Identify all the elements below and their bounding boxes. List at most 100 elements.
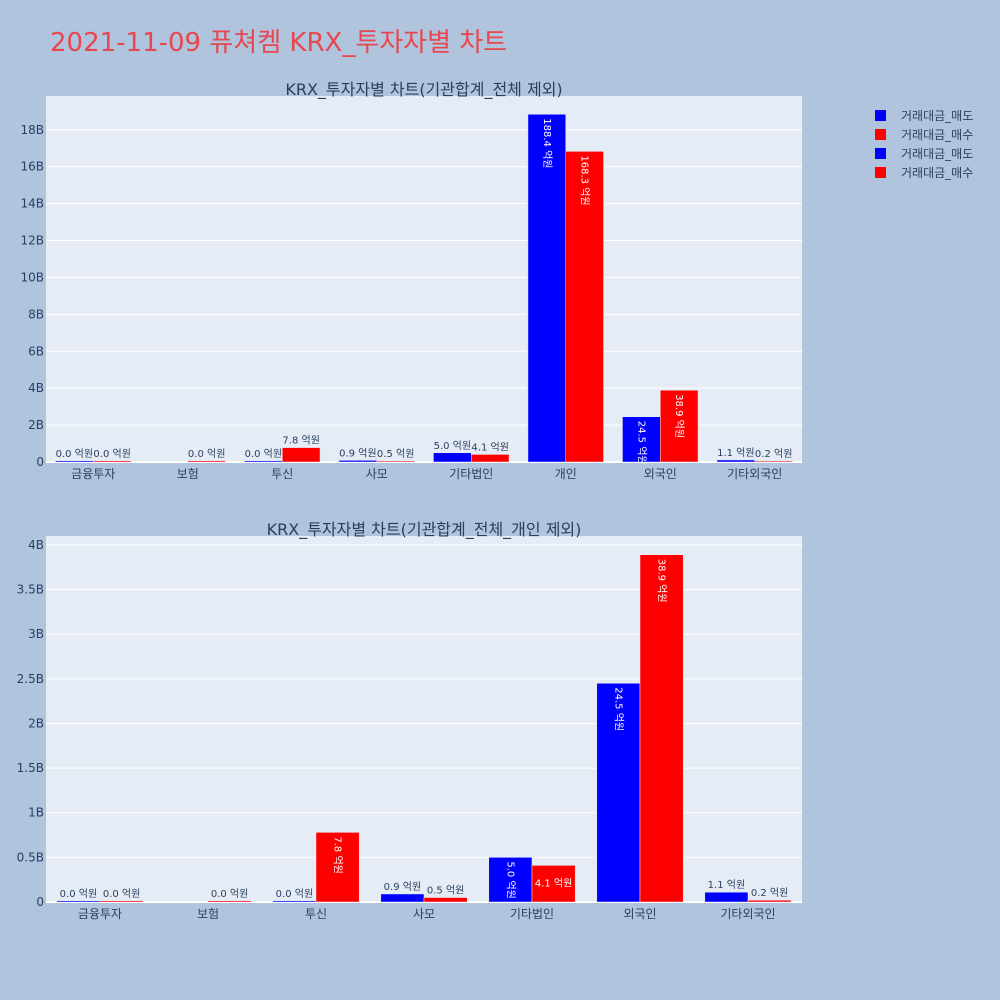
bar[interactable]	[380, 893, 425, 903]
bar[interactable]	[488, 857, 533, 903]
bar-value-label: 0.0 억원	[60, 888, 97, 900]
bar-value-label: 4.1 억원	[471, 441, 508, 453]
plot-area	[46, 536, 802, 902]
y-tick-label: 2B	[28, 418, 44, 432]
bar[interactable]	[754, 460, 793, 463]
bar[interactable]	[622, 416, 661, 463]
x-tick-label: 외국인	[644, 467, 677, 481]
bar-value-label: 168.3 억원	[579, 155, 591, 205]
bar[interactable]	[376, 460, 415, 463]
bar-value-label: 5.0 억원	[434, 440, 471, 452]
y-tick-label: 6B	[28, 344, 44, 358]
x-tick-label: 투신	[271, 467, 293, 481]
bar[interactable]	[565, 151, 604, 463]
y-tick-label: 4B	[28, 538, 44, 552]
bar[interactable]	[93, 460, 132, 463]
bar[interactable]	[315, 832, 360, 903]
y-tick-label: 0.5B	[17, 850, 44, 864]
bar-value-label: 0.9 억원	[384, 881, 421, 893]
x-tick-label: 사모	[366, 467, 388, 481]
y-tick-label: 3.5B	[17, 583, 44, 597]
bar-value-label: 0.9 억원	[339, 447, 376, 459]
top-chart: 0 2B 4B 6B 8B 10B 12B 14B 16B 18B KRX_투자자별 차트(기관합계…	[20, 80, 802, 481]
chart-title: KRX_투자자별 차트(기관합계_전체_개인 제외)	[267, 520, 582, 540]
y-tick-label: 1B	[28, 806, 44, 820]
bar-value-label: 1.1 억원	[717, 447, 754, 459]
legend-label: 거래대금_매도	[901, 147, 974, 161]
legend-item[interactable]: 거래대금_매도	[875, 106, 973, 125]
bar[interactable]	[531, 865, 576, 903]
x-tick-label: 기타법인	[449, 467, 493, 481]
y-tick-label: 0	[36, 895, 44, 909]
y-tick-label: 16B	[20, 160, 44, 174]
x-tick-label: 외국인	[623, 907, 656, 921]
y-tick-label: 4B	[28, 381, 44, 395]
bar-value-label: 38.9 억원	[656, 559, 668, 603]
bar[interactable]	[596, 683, 641, 903]
bar-value-label: 4.1 억원	[535, 878, 572, 890]
bar[interactable]	[639, 554, 684, 903]
legend-swatch	[875, 129, 886, 140]
y-tick-label: 18B	[20, 123, 44, 137]
x-tick-label: 기타법인	[510, 907, 554, 921]
x-tick-label: 개인	[555, 467, 577, 481]
x-tick-label: 금융투자	[78, 907, 122, 921]
bar[interactable]	[99, 900, 144, 903]
bar-value-label: 0.0 억원	[93, 448, 130, 460]
x-tick-label: 기타외국인	[727, 467, 782, 481]
y-tick-label: 0	[36, 455, 44, 469]
bar[interactable]	[207, 900, 252, 903]
y-tick-label: 2B	[28, 716, 44, 730]
legend-label: 거래대금_매도	[901, 109, 974, 123]
legend-item[interactable]: 거래대금_매수	[875, 125, 973, 144]
bar[interactable]	[471, 454, 510, 463]
bar[interactable]	[187, 460, 226, 463]
bar-value-label: 24.5 억원	[635, 421, 647, 465]
legend-label: 거래대금_매수	[901, 128, 974, 142]
legend-swatch	[875, 148, 886, 159]
bar-value-label: 38.9 억원	[673, 394, 685, 438]
bar-value-label: 7.8 억원	[332, 836, 344, 873]
y-tick-label: 10B	[20, 270, 44, 284]
page-title: 2021-11-09 퓨쳐켐 KRX_투자자별 차트	[50, 28, 508, 58]
bar-value-label: 5.0 억원	[504, 861, 516, 898]
bar-value-label: 7.8 억원	[282, 435, 319, 447]
bar[interactable]	[527, 114, 567, 463]
y-tick-label: 8B	[28, 307, 44, 321]
bar-value-label: 188.4 억원	[541, 118, 553, 168]
bar-value-label: 1.1 억원	[708, 879, 745, 891]
x-tick-label: 기타외국인	[720, 907, 775, 921]
legend-swatch	[875, 110, 886, 121]
bar-value-label: 0.0 억원	[276, 888, 313, 900]
bar-value-label: 0.0 억원	[103, 888, 140, 900]
y-tick-label: 14B	[20, 197, 44, 211]
legend-item[interactable]: 거래대금_매도	[875, 144, 973, 163]
bar-value-label: 0.5 억원	[377, 448, 414, 460]
bar[interactable]	[704, 891, 749, 903]
y-tick-label: 2.5B	[17, 672, 44, 686]
bar-value-label: 0.2 억원	[755, 448, 792, 460]
legend: 거래대금_매도 거래대금_매수 거래대금_매도 거래대금_매수	[875, 106, 973, 182]
bar[interactable]	[747, 899, 792, 903]
x-tick-label: 투신	[305, 907, 327, 921]
x-tick-label: 보험	[197, 907, 219, 921]
bar-value-label: 0.0 억원	[211, 888, 248, 900]
bar-value-label: 0.0 억원	[188, 448, 225, 460]
bar-value-label: 24.5 억원	[612, 687, 624, 731]
bar[interactable]	[423, 897, 468, 903]
bar[interactable]	[282, 447, 321, 463]
chart-title: KRX_투자자별 차트(기관합계_전체 제외)	[285, 80, 562, 100]
bar-value-label: 0.5 억원	[427, 885, 464, 897]
legend-item[interactable]: 거래대금_매수	[875, 163, 973, 182]
bar[interactable]	[660, 389, 699, 463]
bar-value-label: 0.0 억원	[245, 448, 282, 460]
legend-swatch	[875, 167, 886, 178]
bar-value-label: 0.2 억원	[751, 887, 788, 899]
x-tick-label: 금융투자	[71, 467, 115, 481]
legend-label: 거래대금_매수	[901, 166, 974, 180]
bar[interactable]	[272, 900, 317, 903]
y-tick-label: 3B	[28, 627, 44, 641]
x-tick-label: 사모	[413, 907, 435, 921]
bar[interactable]	[56, 900, 101, 903]
